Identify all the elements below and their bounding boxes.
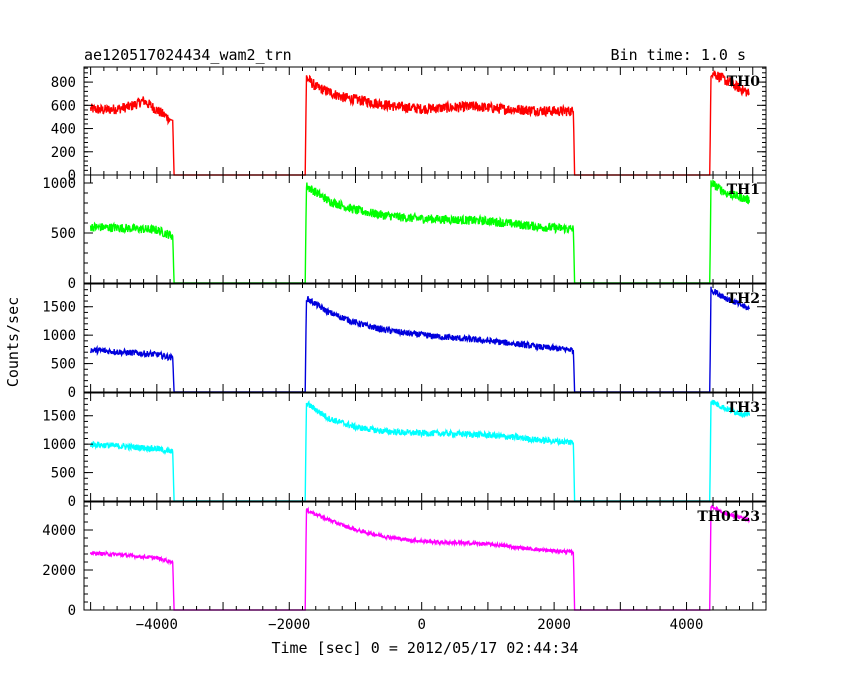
panel-th1: 0 500 1000 TH1 (42, 174, 767, 292)
y-tick-label: 800 (51, 75, 76, 91)
x-tick-label: 4000 (670, 617, 704, 633)
y-tick-label: 0 (68, 276, 76, 292)
panel-th2: 0 500 1000 1500 TH2 (42, 283, 767, 401)
x-tick-label: 2000 (537, 617, 571, 633)
y-axis-label: Counts/sec (4, 297, 22, 387)
y-tick-label: 1000 (42, 437, 76, 453)
y-tick-label: 0 (68, 168, 76, 184)
y-tick-label: 4000 (42, 523, 76, 539)
panel-frame (83, 66, 767, 176)
bin-time-label: Bin time: 1.0 s (611, 46, 746, 64)
panel-frame (83, 392, 767, 502)
y-tick-label: 1000 (42, 176, 76, 192)
panel-label: TH2 (727, 291, 760, 307)
panel-label: TH0 (727, 74, 761, 90)
y-tick-label: 500 (51, 226, 76, 242)
panel-th3: 0 500 1000 1500 TH3 (42, 392, 767, 510)
panel-frame (83, 501, 767, 611)
series-line-th0123 (89, 504, 751, 611)
panel-th0: 0 200 400 600 800 TH0 (51, 66, 767, 184)
y-tick-label: 1500 (42, 300, 76, 316)
panels-group: 0 200 400 600 800 TH0 0 500 1000 TH1 0 500 1000 1500 T… (42, 66, 767, 633)
y-tick-label: 600 (51, 98, 76, 114)
x-tick-label: −4000 (136, 617, 178, 633)
series-line-th1 (89, 179, 751, 284)
y-tick-label: 0 (68, 385, 76, 401)
panel-frame (83, 174, 767, 284)
x-axis-label: Time [sec] 0 = 2012/05/17 02:44:34 (271, 639, 578, 657)
series-line-th3 (89, 399, 751, 502)
panel-label: TH0123 (697, 509, 760, 525)
chart-title: ae120517024434_wam2_trn (84, 46, 292, 64)
y-tick-label: 500 (51, 466, 76, 482)
series-line-th2 (89, 286, 751, 393)
series-line-th0 (89, 69, 750, 176)
y-tick-label: 0 (68, 603, 76, 619)
x-tick-label: −2000 (268, 617, 310, 633)
y-tick-label: 1500 (42, 409, 76, 425)
panel-th0123: 0 2000 4000 TH0123 −4000 −2000 0 2000 4000 (42, 501, 767, 633)
y-tick-label: 0 (68, 494, 76, 510)
y-tick-label: 2000 (42, 563, 76, 579)
x-tick-label: 0 (417, 617, 425, 633)
y-tick-label: 400 (51, 122, 76, 138)
panel-label: TH3 (727, 400, 760, 416)
y-tick-label: 200 (51, 145, 76, 161)
panel-frame (83, 283, 767, 393)
y-tick-label: 500 (51, 357, 76, 373)
y-tick-label: 1000 (42, 328, 76, 344)
panel-label: TH1 (727, 182, 760, 198)
